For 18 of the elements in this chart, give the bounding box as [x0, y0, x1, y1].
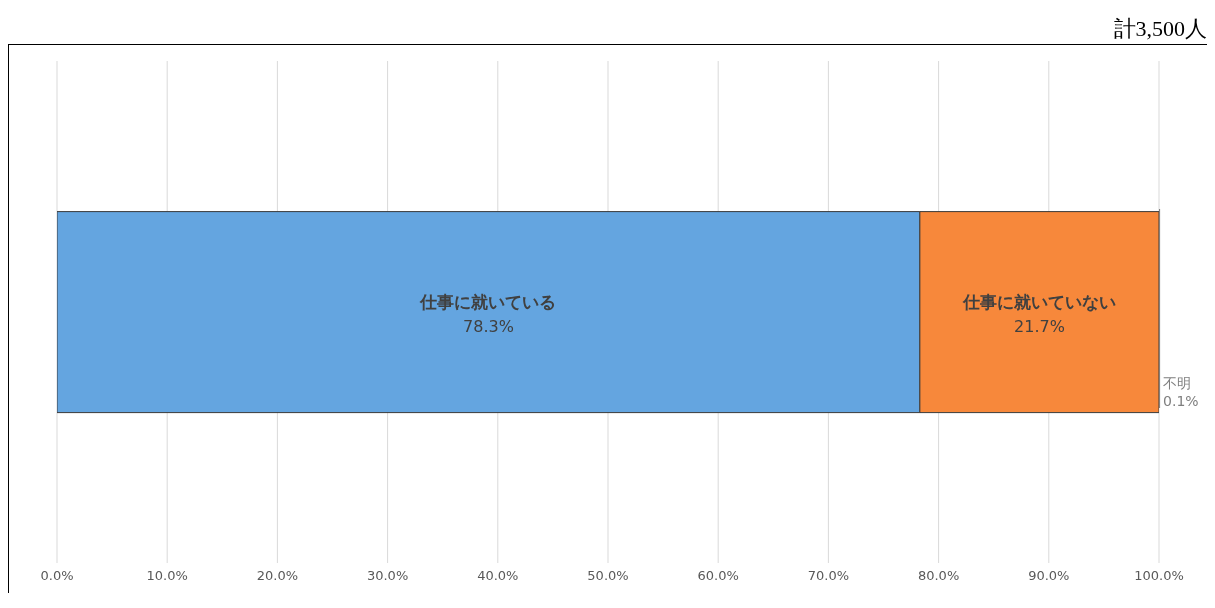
text: 計3,500人	[1113, 15, 1207, 43]
x-tick-label: 100.0%	[1134, 568, 1184, 584]
x-tick-label: 30.0%	[366, 568, 409, 584]
x-tick-label: 40.0%	[477, 568, 519, 584]
series-label: 不明	[1163, 375, 1192, 391]
data-label: 0.1%	[1163, 393, 1199, 409]
series-label: 仕事に就いている	[419, 292, 557, 313]
x-tick-label: 80.0%	[917, 568, 960, 584]
x-tick-label: 50.0%	[587, 568, 629, 584]
data-label: 78.3%	[463, 317, 514, 337]
series-label: 仕事に就いていない	[961, 292, 1116, 313]
data-label: 21.7%	[1014, 317, 1065, 337]
x-tick-label: 60.0%	[697, 568, 739, 584]
x-tick-label: 70.0%	[807, 568, 850, 584]
x-tick-label: 0.0%	[40, 568, 74, 584]
x-tick-label: 20.0%	[256, 568, 299, 584]
x-tick-label: 10.0%	[146, 568, 188, 584]
x-tick-label: 90.0%	[1028, 568, 1070, 584]
